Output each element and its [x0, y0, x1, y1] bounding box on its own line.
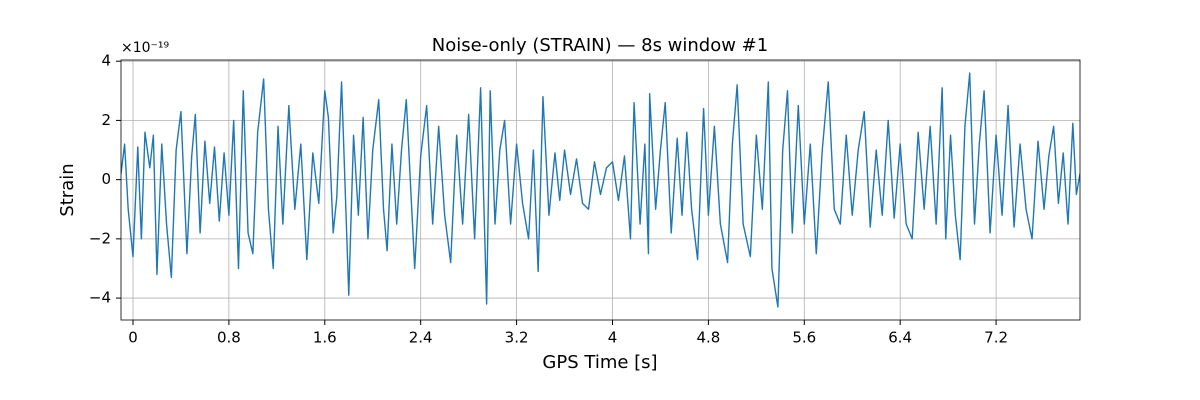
y-offset-label: ×10⁻¹⁹ [121, 40, 170, 56]
x-tick-label: 0 [128, 329, 138, 347]
x-tick-label: 4 [608, 329, 618, 347]
x-tick-label: 7.2 [984, 329, 1008, 347]
x-tick-label: 3.2 [505, 329, 529, 347]
x-tick-label: 4.8 [696, 329, 720, 347]
x-axis-label: GPS Time [s] [542, 352, 657, 373]
x-tick-label: 6.4 [888, 329, 912, 347]
y-tick-label: −2 [89, 229, 111, 247]
chart-title: Noise-only (STRAIN) — 8s window #1 [432, 35, 768, 56]
y-tick-label: −4 [89, 289, 111, 307]
y-tick-label: 4 [101, 52, 111, 70]
x-tick-label: 1.6 [313, 329, 337, 347]
x-tick-label: 0.8 [217, 329, 241, 347]
y-tick-label: 2 [101, 111, 111, 129]
data-line [121, 72, 1080, 308]
x-tick-label: 5.6 [792, 329, 816, 347]
plot-frame [120, 59, 1081, 321]
x-tick-label: 2.4 [409, 329, 433, 347]
y-axis-label: Strain [57, 163, 78, 216]
y-tick-label: 0 [101, 170, 111, 188]
